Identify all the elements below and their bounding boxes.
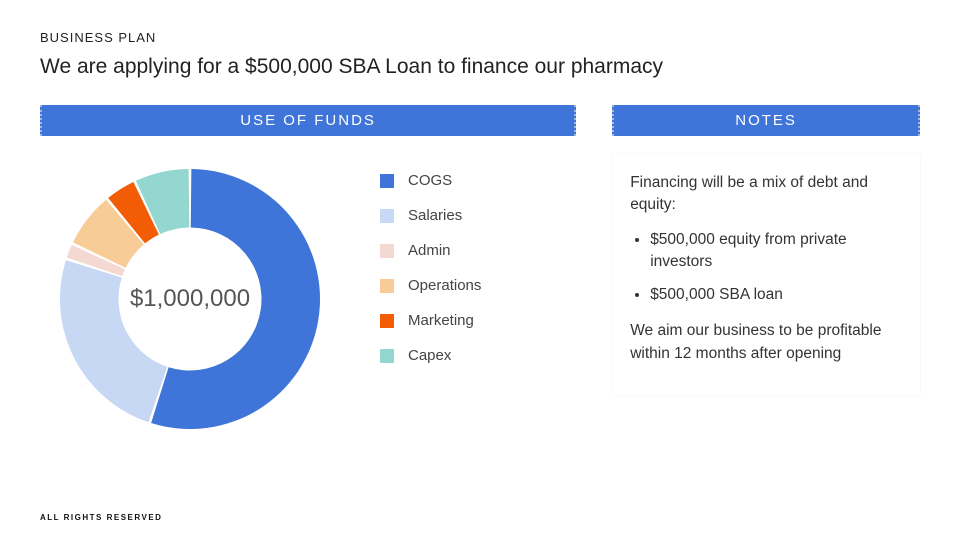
legend-swatch (380, 349, 394, 363)
chart-row: $1,000,000 COGS Salaries Admin Operations Ma… (40, 154, 576, 444)
legend-item: Marketing (380, 312, 481, 329)
legend-item: Salaries (380, 207, 481, 224)
notes-panel: NOTES Financing will be a mix of debt an… (612, 105, 920, 444)
columns: USE OF FUNDS $1,000,000 COGS Salaries Admi… (40, 105, 920, 444)
legend-item: Operations (380, 277, 481, 294)
headline: We are applying for a $500,000 SBA Loan … (40, 55, 920, 79)
legend-label: Salaries (408, 207, 462, 224)
eyebrow: BUSINESS PLAN (40, 30, 920, 45)
notes-header: NOTES (612, 105, 920, 136)
legend-label: Admin (408, 242, 451, 259)
footer-rights: ALL RIGHTS RESERVED (40, 513, 162, 522)
notes-body: Financing will be a mix of debt and equi… (612, 154, 920, 395)
notes-closing: We aim our business to be profitable wit… (630, 320, 902, 365)
legend-swatch (380, 244, 394, 258)
legend-label: COGS (408, 172, 452, 189)
slide: BUSINESS PLAN We are applying for a $500… (0, 0, 960, 540)
use-of-funds-header: USE OF FUNDS (40, 105, 576, 136)
legend-item: Capex (380, 347, 481, 364)
legend-item: Admin (380, 242, 481, 259)
legend-item: COGS (380, 172, 481, 189)
notes-bullets: $500,000 equity from private investors $5… (630, 229, 902, 306)
use-of-funds-panel: USE OF FUNDS $1,000,000 COGS Salaries Admi… (40, 105, 576, 444)
notes-intro: Financing will be a mix of debt and equi… (630, 172, 902, 217)
legend: COGS Salaries Admin Operations Marketing Cape… (380, 172, 481, 382)
legend-swatch (380, 174, 394, 188)
donut-center-label: $1,000,000 (130, 285, 250, 313)
notes-bullet: $500,000 equity from private investors (650, 229, 902, 274)
legend-label: Marketing (408, 312, 474, 329)
legend-label: Operations (408, 277, 481, 294)
legend-swatch (380, 314, 394, 328)
legend-swatch (380, 279, 394, 293)
legend-label: Capex (408, 347, 451, 364)
donut-chart: $1,000,000 (40, 154, 340, 444)
legend-swatch (380, 209, 394, 223)
notes-bullet: $500,000 SBA loan (650, 284, 902, 306)
